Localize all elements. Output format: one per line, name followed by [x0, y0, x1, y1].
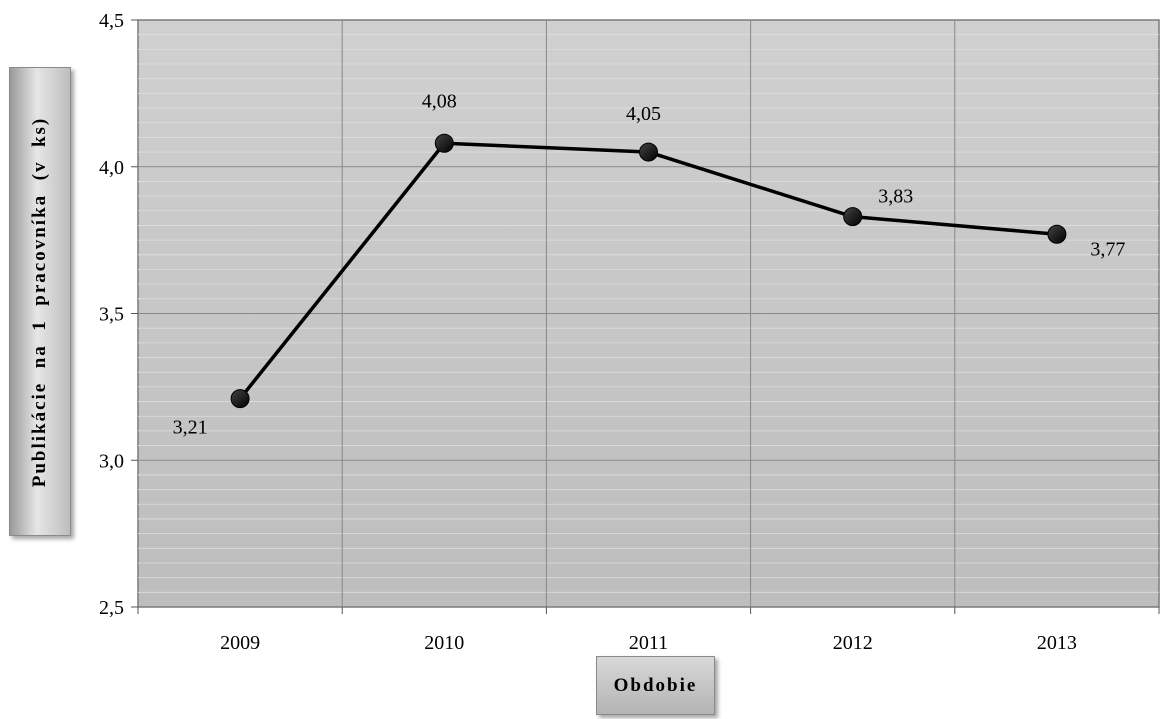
data-label: 3,21	[173, 417, 208, 439]
data-label: 4,08	[422, 90, 457, 112]
y-tick-label: 3,5	[99, 304, 124, 326]
x-tick-label: 2010	[424, 632, 464, 654]
x-tick-label: 2011	[629, 632, 668, 654]
data-label: 3,83	[878, 186, 913, 208]
y-tick-label: 3,0	[99, 450, 124, 472]
y-tick-label: 4,5	[99, 10, 124, 32]
data-point	[434, 133, 454, 153]
data-point	[230, 389, 250, 409]
x-axis-title: Obdobie	[613, 674, 698, 696]
x-tick-labels: 2009 2010 2011 2012 2013	[220, 632, 1077, 654]
x-tick-label: 2012	[833, 632, 873, 654]
y-axis-title-box: Publikácie na 1 pracovníka (v ks)	[9, 67, 71, 536]
y-tick-label: 4,0	[99, 157, 124, 179]
x-tick-label: 2009	[220, 632, 260, 654]
data-point	[843, 207, 863, 227]
x-axis-title-box: Obdobie	[596, 656, 715, 715]
y-tick-label: 2,5	[99, 597, 124, 619]
data-label: 4,05	[626, 103, 661, 125]
y-axis-title: Publikácie na 1 pracovníka (v ks)	[29, 116, 50, 487]
axes	[131, 19, 1160, 614]
data-labels: 3,21 4,08 4,05 3,83 3,77	[173, 90, 1126, 438]
data-points	[230, 133, 1067, 409]
x-tick-label: 2013	[1037, 632, 1077, 654]
data-point	[639, 142, 658, 162]
data-point	[1047, 224, 1067, 244]
data-label: 3,77	[1090, 238, 1125, 260]
y-tick-labels: 2,5 3,0 3,5 4,0 4,5	[99, 10, 124, 619]
